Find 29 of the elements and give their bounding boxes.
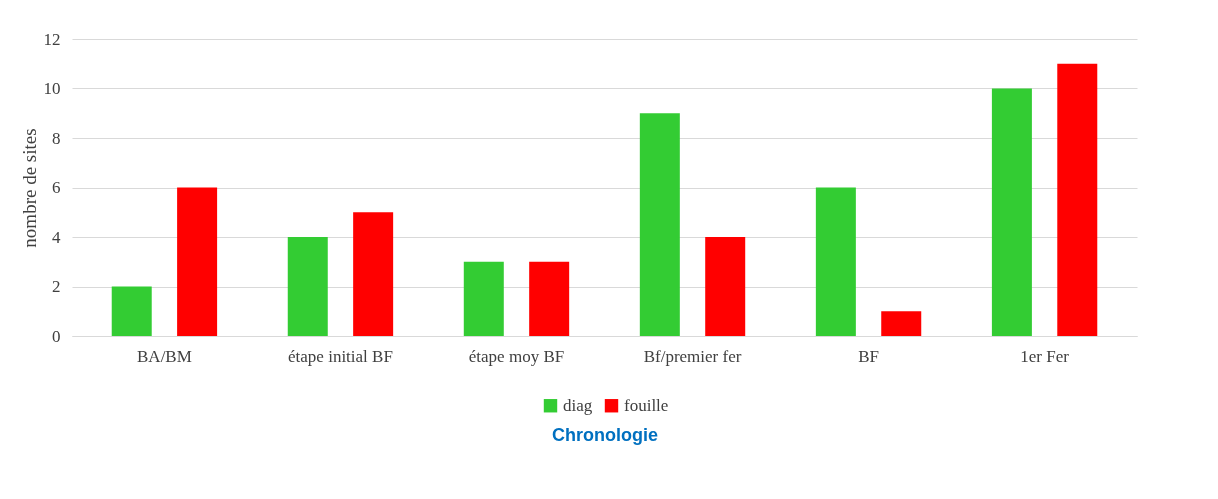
bar [529, 261, 570, 336]
x-tick-label: étape moy BF [468, 346, 565, 366]
bar [881, 311, 922, 336]
legend-label: diag [563, 395, 593, 415]
y-tick-label: 12 [43, 29, 61, 49]
y-tick-label: 0 [52, 326, 61, 346]
bar [353, 212, 394, 336]
y-tick-label: 10 [43, 79, 61, 98]
x-tick-label: BF [858, 346, 879, 366]
bar [463, 261, 504, 336]
y-axis-title: nombre de sites [18, 128, 40, 248]
x-tick-label: 1er Fer [1020, 346, 1070, 366]
bar [639, 113, 680, 336]
bar [991, 88, 1032, 336]
bar [111, 286, 152, 336]
x-tick-label: Bf/premier fer [643, 346, 742, 366]
y-tick-label: 4 [52, 227, 61, 247]
bar [815, 187, 856, 336]
x-axis-title: Chronologie [552, 424, 658, 445]
bar [1057, 63, 1098, 336]
bar [287, 237, 328, 336]
y-tick-label: 8 [52, 128, 61, 148]
legend-label: fouille [624, 395, 669, 415]
x-tick-label: BA/BM [137, 346, 192, 366]
y-tick-label: 2 [52, 277, 61, 296]
bar [177, 187, 218, 336]
bar [705, 237, 746, 336]
x-tick-label: étape initial BF [288, 346, 393, 366]
y-tick-label: 6 [52, 178, 61, 197]
